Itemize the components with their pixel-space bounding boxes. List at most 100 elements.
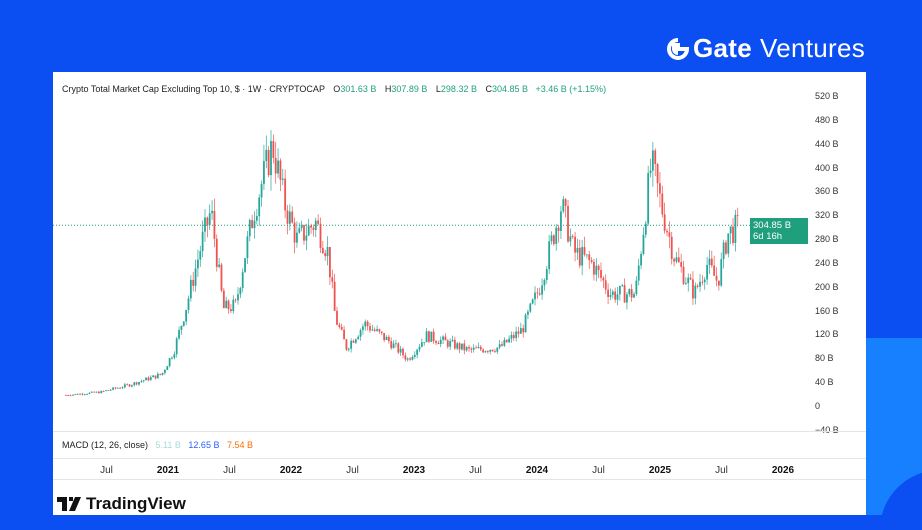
candle-body xyxy=(420,342,423,347)
candle-body xyxy=(463,343,466,351)
candle-body xyxy=(171,357,173,359)
candle-body xyxy=(270,141,272,176)
candle-body xyxy=(305,235,308,241)
candle-body xyxy=(227,300,230,310)
candle-body xyxy=(237,294,239,301)
candle-body xyxy=(83,394,86,396)
candle-body xyxy=(644,223,647,235)
tradingview-text: TradingView xyxy=(86,494,186,513)
candle-body xyxy=(701,281,704,283)
candle-body xyxy=(347,348,350,350)
candle-body xyxy=(560,211,562,231)
candle-body xyxy=(623,285,626,303)
open-value: 301.63 B xyxy=(340,84,377,94)
candle-body xyxy=(668,232,671,237)
candle-body xyxy=(519,328,522,334)
y-tick-label: 40 B xyxy=(815,377,834,388)
candle-body xyxy=(538,293,541,295)
candle-body xyxy=(687,277,690,284)
price-chart[interactable] xyxy=(53,72,803,431)
candle-body xyxy=(470,348,473,350)
candle-body xyxy=(277,160,279,174)
candle-body xyxy=(666,230,668,233)
candle-body xyxy=(437,342,440,345)
candle-body xyxy=(135,382,138,385)
candle-body xyxy=(248,220,251,237)
candle-body xyxy=(571,236,574,238)
time-axis[interactable]: Jul 2021 Jul 2022 Jul 2023 Jul 2024 Jul 2025 Jul 20… xyxy=(53,458,866,480)
candle-body xyxy=(192,279,195,286)
candle-body xyxy=(359,330,362,337)
macd-pane[interactable]: MACD (12, 26, close) 5.11 B 12.65 B 7.54… xyxy=(53,431,866,458)
candle-body xyxy=(562,199,565,212)
candle-body xyxy=(387,336,390,342)
gate-ventures-logo: Gate Ventures xyxy=(667,33,865,64)
candle-body xyxy=(548,241,551,270)
x-tick-label: 2026 xyxy=(771,465,795,476)
candle-body xyxy=(69,395,72,397)
candle-body xyxy=(222,290,225,309)
candle-body xyxy=(255,216,258,221)
candle-body xyxy=(491,349,494,352)
candle-body xyxy=(715,275,718,281)
candle-body xyxy=(343,329,345,340)
candle-body xyxy=(541,285,543,295)
candle-body xyxy=(510,335,513,339)
candle-body xyxy=(100,390,103,394)
candle-body xyxy=(725,242,727,254)
candle-body xyxy=(208,213,211,225)
candle-body xyxy=(112,387,114,390)
chart-panel[interactable]: Crypto Total Market Cap Excluding Top 10… xyxy=(53,72,866,515)
candle-body xyxy=(109,389,112,391)
candle-body xyxy=(206,217,209,225)
candle-body xyxy=(164,369,166,373)
candle-body xyxy=(383,332,386,341)
candle-body xyxy=(321,247,324,254)
candle-body xyxy=(630,289,633,298)
candle-body xyxy=(211,210,213,214)
candle-body xyxy=(121,387,124,389)
brand-name-light: Ventures xyxy=(760,33,866,63)
candle-body xyxy=(331,277,334,282)
candle-body xyxy=(95,391,98,393)
candle-body xyxy=(593,261,595,275)
candle-body xyxy=(722,242,725,260)
macd-line-value: 12.65 B xyxy=(188,440,220,450)
candle-body xyxy=(621,285,624,286)
candle-body xyxy=(670,236,673,259)
candle-body xyxy=(189,279,192,299)
candle-body xyxy=(366,321,369,327)
candle-body xyxy=(692,279,694,299)
y-tick-label: 80 B xyxy=(815,353,834,364)
candle-body xyxy=(508,338,510,343)
candle-body xyxy=(281,178,284,180)
candle-body xyxy=(319,223,322,248)
candle-body xyxy=(131,385,133,387)
low-label: L xyxy=(435,84,441,94)
candle-body xyxy=(119,387,122,389)
candle-body xyxy=(380,331,383,333)
candle-body xyxy=(590,260,593,262)
x-tick-label: 2021 xyxy=(156,465,180,476)
x-tick-label: Jul xyxy=(346,465,359,476)
x-tick-label: 2022 xyxy=(279,465,303,476)
candle-body xyxy=(411,356,414,360)
candle-body xyxy=(647,173,650,224)
candle-body xyxy=(545,269,548,281)
candle-body xyxy=(609,294,612,297)
y-tick-label: 0 xyxy=(815,401,821,411)
candle-body xyxy=(263,161,265,185)
candle-body xyxy=(107,390,110,392)
candle-body xyxy=(475,347,477,349)
candle-body xyxy=(694,285,697,299)
candle-body xyxy=(265,149,268,162)
candle-body xyxy=(734,214,737,244)
candle-body xyxy=(543,280,546,286)
candle-body xyxy=(578,247,581,266)
candle-body xyxy=(182,321,185,326)
candle-body xyxy=(197,259,199,269)
low-value: 298.32 B xyxy=(440,84,477,94)
candle-body xyxy=(180,325,183,330)
candle-body xyxy=(633,293,635,298)
candle-body xyxy=(557,227,560,231)
